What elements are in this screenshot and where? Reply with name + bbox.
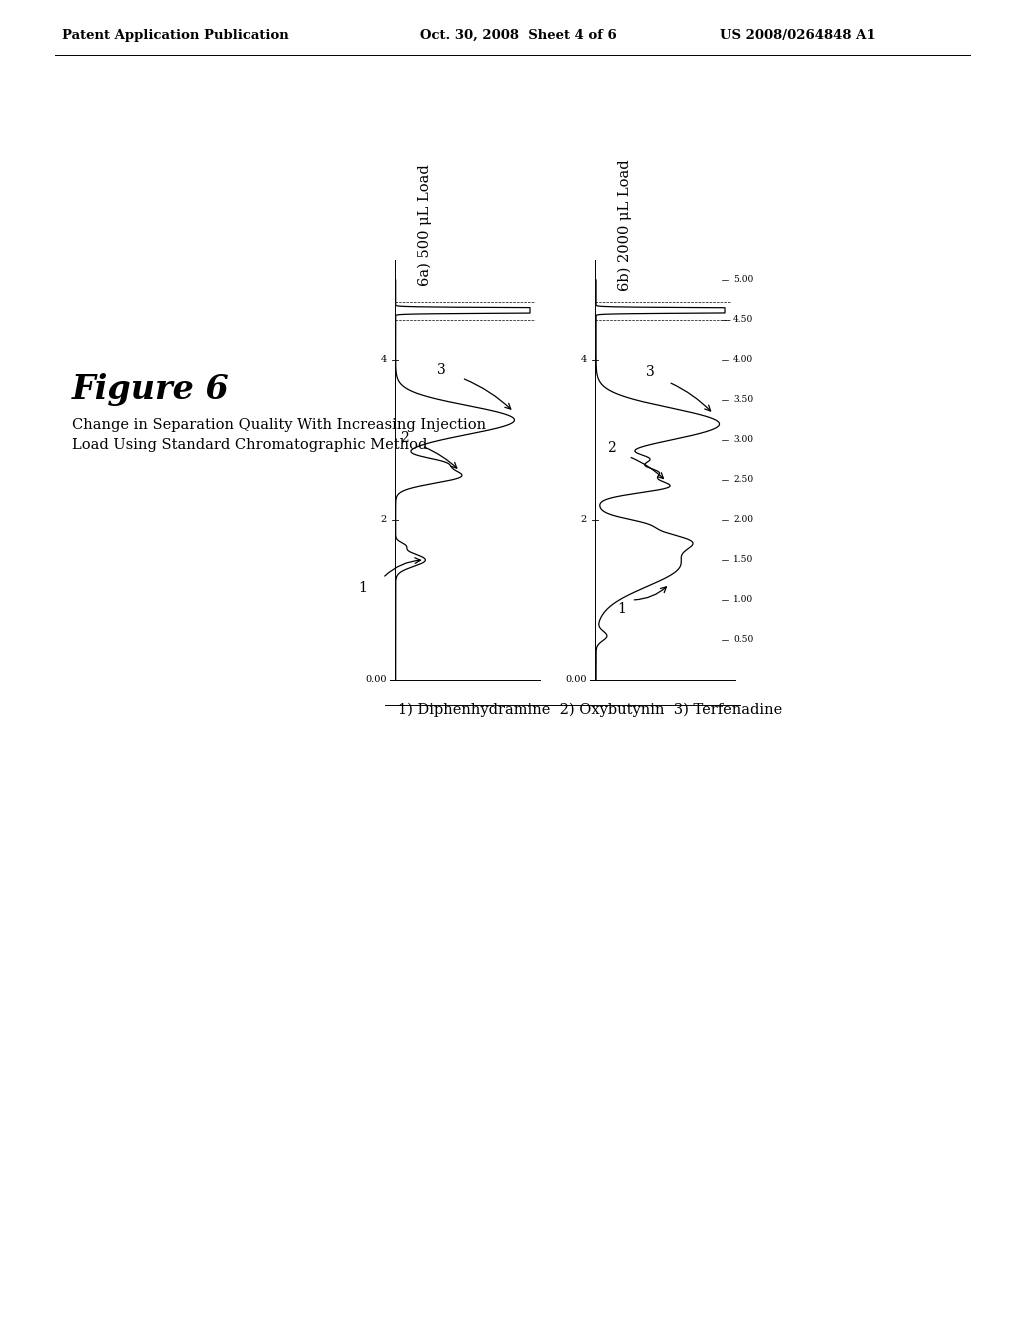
Text: 3.50: 3.50 bbox=[733, 396, 753, 404]
Text: 6b) 2000 μL Load: 6b) 2000 μL Load bbox=[617, 160, 632, 290]
Text: 1: 1 bbox=[617, 602, 626, 616]
Text: Change in Separation Quality With Increasing Injection: Change in Separation Quality With Increa… bbox=[72, 418, 486, 432]
Text: 2.00: 2.00 bbox=[733, 516, 753, 524]
Text: 1.50: 1.50 bbox=[733, 556, 754, 565]
Text: Oct. 30, 2008  Sheet 4 of 6: Oct. 30, 2008 Sheet 4 of 6 bbox=[420, 29, 616, 41]
Text: 0.00: 0.00 bbox=[565, 676, 587, 685]
Text: Figure 6: Figure 6 bbox=[72, 374, 229, 407]
Text: 5.00: 5.00 bbox=[733, 276, 754, 285]
Text: 3: 3 bbox=[646, 366, 655, 379]
Text: 0.50: 0.50 bbox=[733, 635, 754, 644]
Text: 4.50: 4.50 bbox=[733, 315, 754, 325]
Text: 2: 2 bbox=[400, 432, 410, 445]
Text: 1) Diphenhydramine  2) Oxybutynin  3) Terfenadine: 1) Diphenhydramine 2) Oxybutynin 3) Terf… bbox=[398, 702, 782, 717]
Text: 4: 4 bbox=[381, 355, 387, 364]
Text: 3.00: 3.00 bbox=[733, 436, 753, 445]
Text: 4: 4 bbox=[581, 355, 587, 364]
Text: 2: 2 bbox=[607, 441, 615, 455]
Text: Load Using Standard Chromatographic Method: Load Using Standard Chromatographic Meth… bbox=[72, 438, 427, 451]
Text: US 2008/0264848 A1: US 2008/0264848 A1 bbox=[720, 29, 876, 41]
Text: 1: 1 bbox=[358, 581, 368, 595]
Text: 4.00: 4.00 bbox=[733, 355, 753, 364]
Text: 2: 2 bbox=[581, 516, 587, 524]
Text: 0.00: 0.00 bbox=[366, 676, 387, 685]
Text: 2: 2 bbox=[381, 516, 387, 524]
Text: Patent Application Publication: Patent Application Publication bbox=[62, 29, 289, 41]
Text: 6a) 500 μL Load: 6a) 500 μL Load bbox=[418, 164, 432, 286]
Text: 3: 3 bbox=[437, 363, 446, 378]
Text: 1.00: 1.00 bbox=[733, 595, 753, 605]
Text: 2.50: 2.50 bbox=[733, 475, 753, 484]
